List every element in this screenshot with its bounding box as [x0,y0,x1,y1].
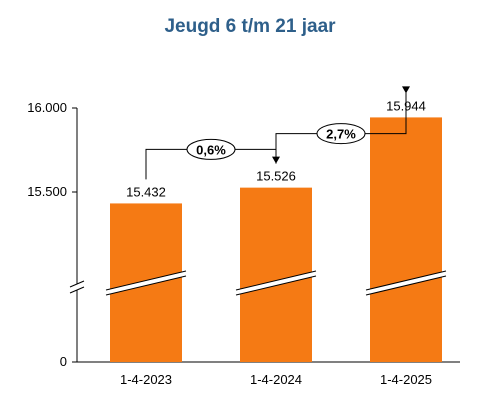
change-oval [316,123,366,145]
arrowhead [402,86,410,94]
y-tick-label: 0 [60,354,67,369]
bar-break-line [105,270,187,291]
bar-break-line [235,270,317,291]
change-label: 0,6% [196,142,226,157]
chart-title: Jeugd 6 t/m 21 jaar [164,16,336,37]
change-label: 2,7% [326,127,356,142]
bar-break-line [365,270,447,291]
bar [370,117,442,363]
y-tick-label: 15.500 [27,184,67,199]
x-tick-label: 1-4-2024 [250,372,302,387]
x-tick-label: 1-4-2023 [120,372,172,387]
bar-break-band [366,271,446,295]
y-axis-break-mark [69,280,85,288]
y-tick-label: 16.000 [27,100,67,115]
change-annotations: 0,6% 2,7% [145,86,410,180]
change-oval [186,138,236,160]
bar-break-band [106,271,186,295]
x-tick-label: 1-4-2025 [380,372,432,387]
bar-break-line [235,275,317,296]
bar-break-line [365,275,447,296]
x-axis-labels: 1-4-2023 1-4-2024 1-4-2025 [120,372,432,387]
data-label: 15.526 [256,169,296,184]
y-axis-break-mark [69,286,85,294]
bar-break-line [105,275,187,296]
data-label: 15.432 [126,184,166,199]
y-axis-break-gap [69,284,85,290]
bar-break-band [236,271,316,295]
